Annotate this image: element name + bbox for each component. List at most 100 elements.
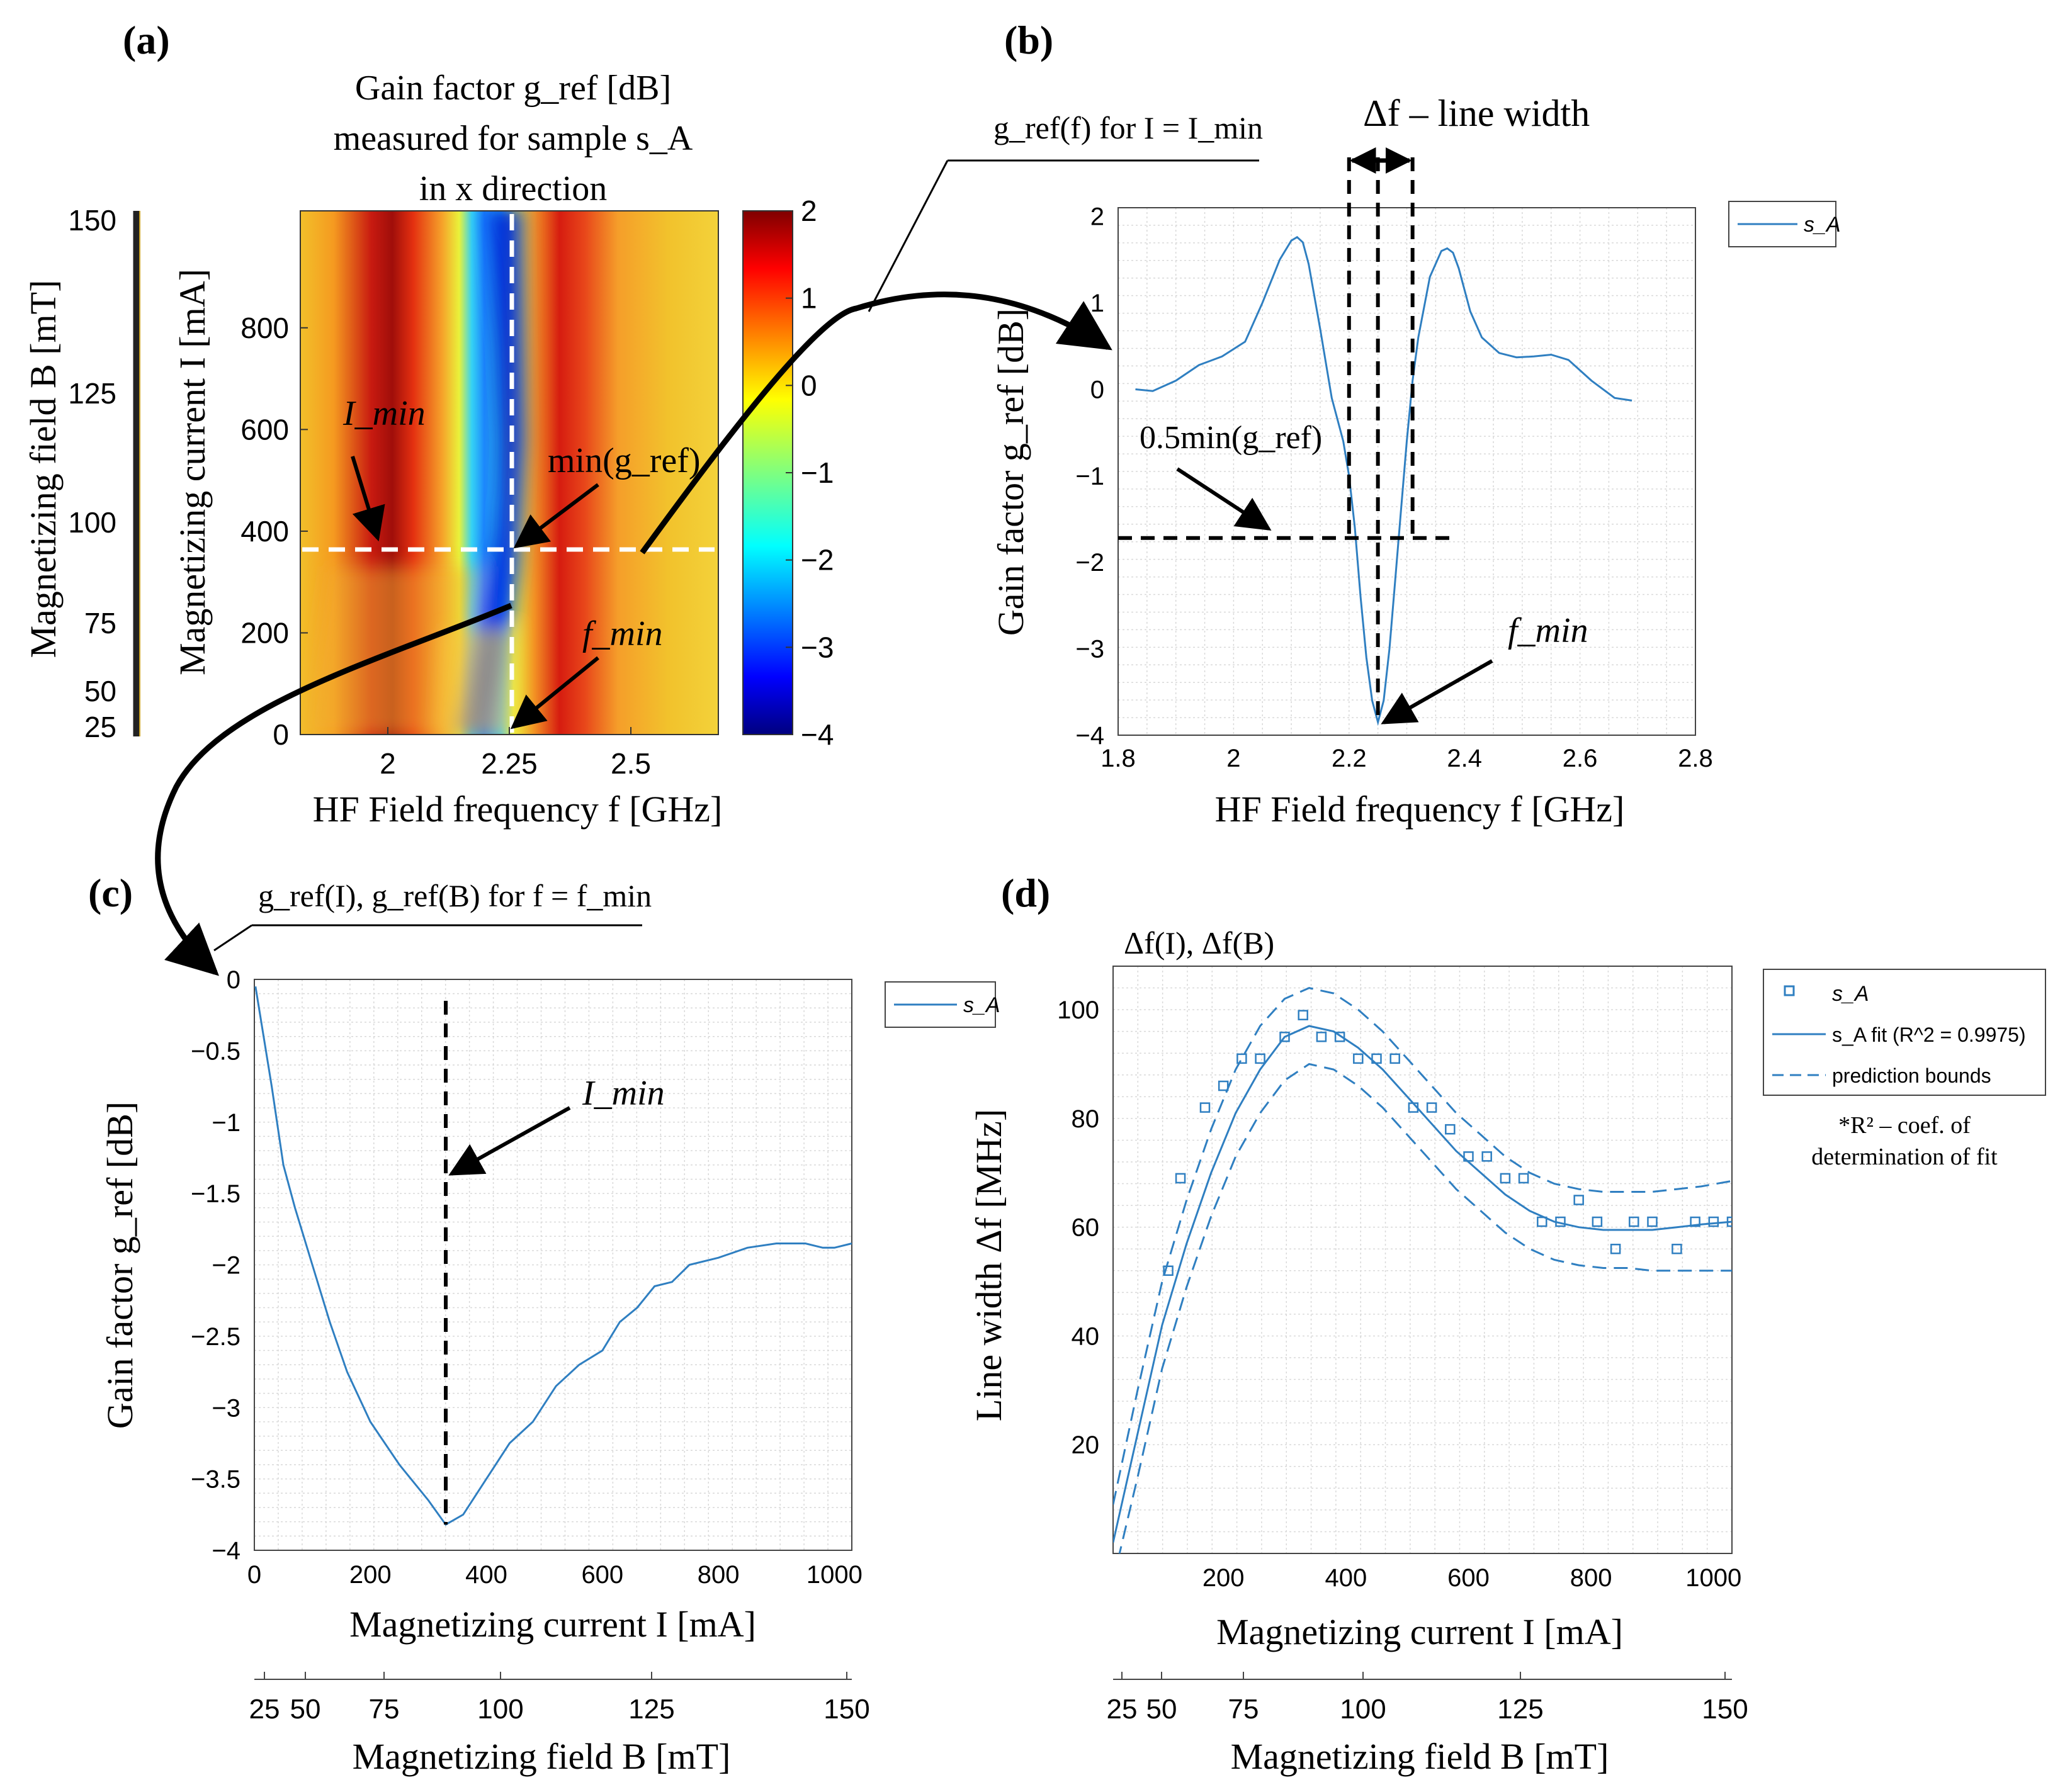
panel-c-legend-label: s_A [963, 993, 1000, 1017]
a-btick-label: 100 [68, 506, 116, 539]
panel-a-xlabel: HF Field frequency f [GHz] [313, 789, 723, 830]
panel-c-yticks: 0 −0.5 −1 −1.5 −2 −2.5 −3 −3.5 −4 [191, 966, 240, 1565]
d-point [1610, 1243, 1621, 1254]
panel-a-fmin-arrow [510, 656, 599, 730]
panel-b-legend-label: s_A [1804, 213, 1841, 237]
d-ytick-label: 80 [1072, 1105, 1100, 1133]
d-ytick-label: 60 [1072, 1214, 1100, 1242]
panel-a-imin-label: I_min [342, 394, 426, 433]
d-xtick-label: 800 [1570, 1564, 1612, 1592]
d-btick-label: 100 [1340, 1694, 1386, 1725]
c-xtick-label: 1000 [806, 1561, 863, 1589]
a-btick-label: 50 [84, 675, 116, 707]
panel-c-b-ticks: 25 50 75 100 125 150 [249, 1672, 870, 1725]
panel-d-xlabel: Magnetizing current I [mA] [1216, 1611, 1623, 1652]
b-xtick-label: 2.2 [1332, 745, 1367, 772]
d-point [1316, 1032, 1327, 1042]
d-xtick-label: 400 [1325, 1564, 1367, 1592]
b-xtick-label: 2.8 [1678, 745, 1713, 772]
d-point [1481, 1151, 1492, 1162]
panel-b-ylabel: Gain factor g_ref [dB] [990, 308, 1031, 636]
c-xtick-label: 400 [465, 1561, 507, 1589]
b-xtick-label: 1.8 [1100, 745, 1136, 772]
d-point [1426, 1102, 1437, 1113]
a-xtick-label: 2 [380, 747, 396, 780]
a-xtick-label: 2.5 [611, 747, 651, 780]
panel-b-axes-frame [1117, 207, 1696, 736]
panel-d-series [1113, 987, 1732, 1553]
panel-b-yticks: 2 1 0 −1 −2 −3 −4 [1075, 203, 1104, 750]
a-ctick-label: 1 [801, 282, 817, 315]
panel-c-header-leader [213, 924, 252, 952]
d-btick-label: 75 [1228, 1694, 1259, 1725]
panel-a-imin-arrow [351, 456, 385, 542]
c-ytick-label: −2 [212, 1252, 240, 1280]
a-ytick-label: 200 [240, 616, 289, 649]
b-ytick-label: −1 [1075, 463, 1104, 490]
c-btick-label: 75 [369, 1694, 400, 1725]
c-btick-label: 100 [477, 1694, 523, 1725]
d-point [1175, 1173, 1186, 1184]
c-ytick-label: −0.5 [191, 1037, 240, 1065]
c-btick-label: 50 [290, 1694, 321, 1725]
c-ytick-label: −3 [212, 1394, 240, 1422]
panel-b-legend: s_A [1728, 201, 1841, 247]
a-ctick-label: −4 [801, 718, 834, 751]
panel-d-note-line-2: determination of fit [1811, 1144, 1998, 1170]
panel-d-legend-1: s_A [1832, 982, 1869, 1006]
c-btick-label: 25 [249, 1694, 280, 1725]
panel-c-legend: s_A [885, 981, 1000, 1028]
panel-a-fmin-label: f_min [582, 614, 663, 653]
panel-c-xticks: 0 200 400 600 800 1000 [247, 1561, 863, 1589]
panel-a-ylabel: Magnetizing current I [mA] [172, 269, 213, 675]
panel-d-yticks: 20 40 60 80 100 [1057, 996, 1099, 1459]
d-point [1163, 1265, 1174, 1276]
panel-c-grid [254, 979, 852, 1551]
d-bound-line [1118, 1062, 1732, 1553]
panel-b-xticks: 1.8 2 2.2 2.4 2.6 2.8 [1100, 745, 1713, 772]
panel-c-ylabel: Gain factor g_ref [dB] [99, 1102, 140, 1429]
panel-b-letter: (b) [1004, 18, 1053, 62]
panel-a-min-g-arrow [513, 483, 599, 549]
a-ctick-label: −3 [801, 631, 834, 663]
a-btick-label: 125 [68, 377, 116, 410]
d-point [1708, 1216, 1719, 1227]
c-ytick-label: −1 [212, 1109, 240, 1137]
d-point [1353, 1053, 1364, 1064]
a-ctick-label: 2 [801, 194, 817, 227]
a-xtick-label: 2.25 [481, 747, 538, 780]
a-ytick-label: 400 [240, 515, 289, 548]
panel-a-letter: (a) [123, 18, 170, 62]
a-btick-label: 25 [84, 711, 116, 743]
a-ctick-label: −2 [801, 544, 834, 577]
b-ytick-label: 1 [1090, 290, 1104, 317]
connector-a-to-b [640, 291, 1112, 555]
d-ytick-label: 20 [1072, 1431, 1100, 1459]
d-point [1218, 1080, 1229, 1091]
panel-d-grid [1112, 966, 1733, 1554]
c-btick-label: 125 [628, 1694, 674, 1725]
d-point [1255, 1053, 1265, 1064]
d-ytick-label: 100 [1057, 996, 1099, 1024]
b-ytick-label: 0 [1090, 376, 1104, 403]
panel-b-fmin-label: f_min [1508, 611, 1588, 650]
d-point [1592, 1216, 1603, 1227]
panel-b-header-leader [868, 160, 949, 312]
d-bound-line [1113, 987, 1732, 1505]
d-btick-label: 150 [1702, 1694, 1748, 1725]
panel-d-xticks: 200 400 600 800 1000 [1202, 1564, 1741, 1592]
b-xtick-label: 2 [1226, 745, 1240, 772]
c-ytick-label: −4 [212, 1537, 240, 1565]
d-btick-label: 25 [1107, 1694, 1138, 1725]
panel-b: (b) g_ref(f) for I = I_min Δf – line wid… [868, 18, 1841, 830]
d-point [1672, 1243, 1682, 1254]
panel-d-b-ticks: 25 50 75 100 125 150 [1107, 1672, 1748, 1725]
d-series-clip [1113, 987, 1732, 1553]
panel-b-half-min-arrow [1176, 467, 1272, 531]
panel-d-axes-frame [1112, 966, 1733, 1554]
d-fit-line [1113, 1025, 1732, 1543]
c-ytick-label: −3.5 [191, 1466, 240, 1494]
d-point [1518, 1173, 1529, 1184]
panel-b-fmin-arrow [1381, 659, 1493, 724]
